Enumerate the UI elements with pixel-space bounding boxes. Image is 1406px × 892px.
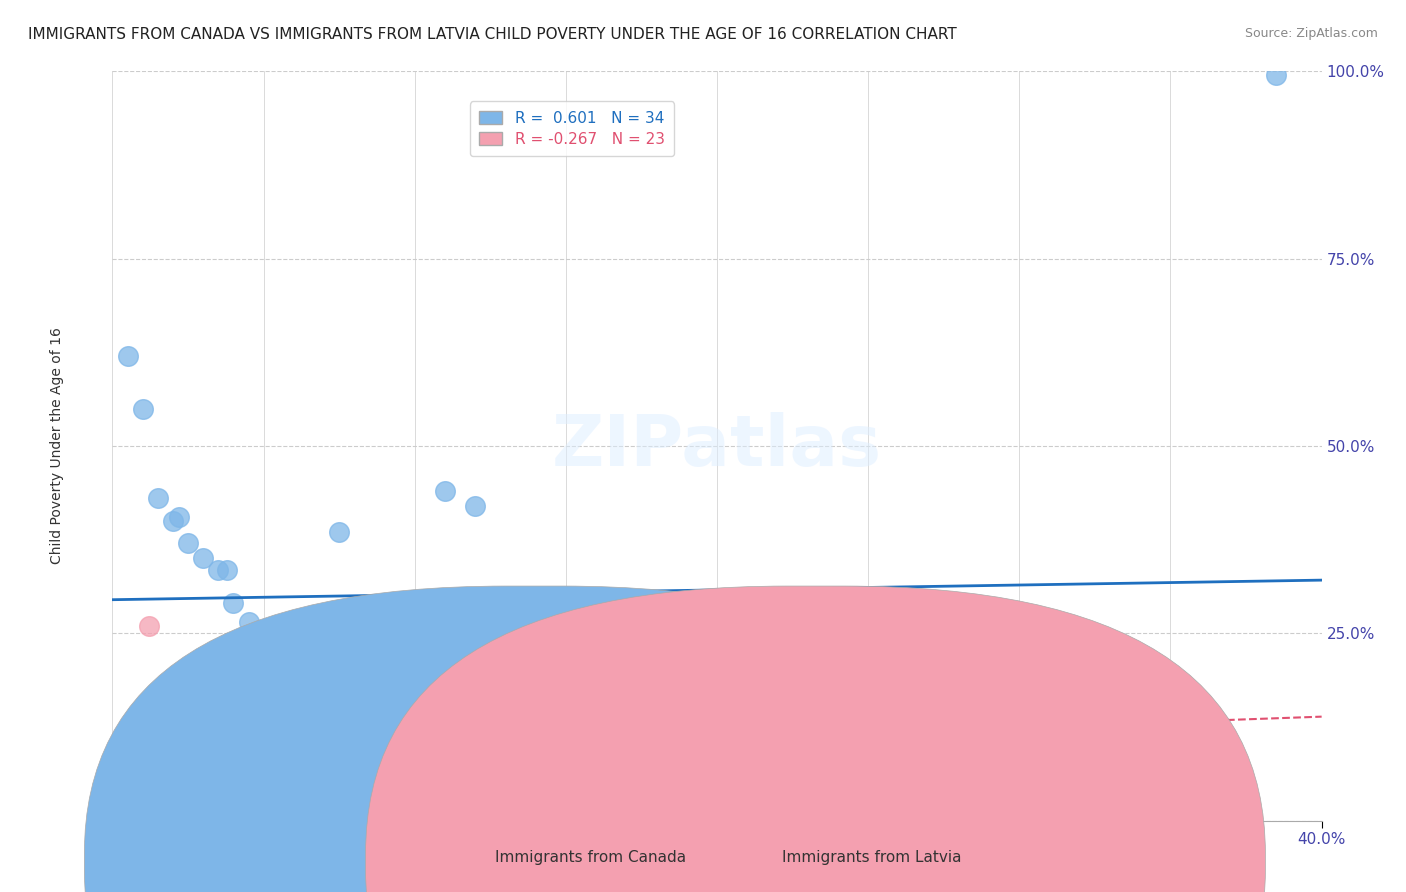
Point	[122, 761, 145, 775]
Point	[253, 769, 276, 783]
Point	[1184, 705, 1206, 719]
Point	[283, 772, 305, 787]
Point	[343, 671, 366, 685]
Text: IMMIGRANTS FROM CANADA VS IMMIGRANTS FROM LATVIA CHILD POVERTY UNDER THE AGE OF : IMMIGRANTS FROM CANADA VS IMMIGRANTS FRO…	[28, 27, 957, 42]
Point	[554, 664, 576, 678]
Point	[374, 679, 396, 693]
Point	[253, 626, 276, 640]
Text: Immigrants from Latvia: Immigrants from Latvia	[782, 850, 962, 865]
Text: Source: ZipAtlas.com: Source: ZipAtlas.com	[1244, 27, 1378, 40]
Point	[766, 694, 789, 708]
Point	[146, 491, 169, 506]
Point	[128, 754, 150, 768]
Text: Immigrants from Canada: Immigrants from Canada	[495, 850, 686, 865]
Point	[222, 764, 245, 779]
Text: ZIPatlas: ZIPatlas	[553, 411, 882, 481]
Legend: R =  0.601   N = 34, R = -0.267   N = 23: R = 0.601 N = 34, R = -0.267 N = 23	[470, 102, 673, 156]
Point	[585, 667, 607, 681]
Point	[146, 708, 169, 723]
Point	[162, 716, 184, 731]
Point	[464, 499, 486, 513]
Point	[125, 764, 148, 779]
Point	[343, 780, 366, 794]
Point	[314, 776, 336, 790]
Point	[419, 652, 441, 666]
Point	[132, 401, 155, 416]
Point	[162, 514, 184, 528]
Point	[404, 686, 426, 700]
Point	[283, 648, 305, 663]
Point	[298, 657, 321, 671]
Point	[191, 739, 215, 753]
Point	[114, 764, 136, 779]
Point	[177, 731, 200, 746]
Point	[132, 761, 155, 775]
Point	[105, 780, 128, 794]
Point	[177, 536, 200, 550]
Point	[207, 761, 229, 775]
Point	[359, 675, 381, 690]
Point	[858, 698, 880, 712]
Point	[267, 638, 290, 652]
Point	[238, 615, 260, 629]
Point	[191, 551, 215, 566]
Y-axis label: Child Poverty Under the Age of 16: Child Poverty Under the Age of 16	[49, 327, 63, 565]
Point	[1265, 68, 1288, 82]
Point	[117, 769, 139, 783]
Point	[120, 772, 142, 787]
Point	[706, 701, 728, 715]
Point	[524, 657, 547, 671]
Point	[328, 525, 350, 540]
Point	[314, 664, 336, 678]
Point	[207, 563, 229, 577]
Point	[167, 510, 190, 524]
Point	[110, 757, 132, 772]
Point	[107, 754, 129, 768]
Point	[217, 563, 239, 577]
Point	[117, 349, 139, 363]
Point	[495, 652, 517, 666]
Point	[222, 596, 245, 610]
Point	[388, 682, 411, 697]
Point	[554, 698, 576, 712]
Point	[138, 619, 160, 633]
Point	[434, 483, 457, 498]
Point	[135, 769, 157, 783]
